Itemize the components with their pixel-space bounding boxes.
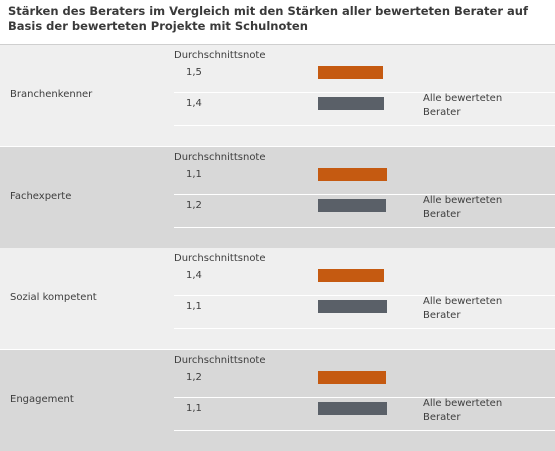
chart-title: Stärken des Beraters im Vergleich mit de… <box>8 4 528 33</box>
bar-consultant <box>318 371 386 384</box>
legend-text-line: Berater <box>423 310 461 321</box>
category-label: Engagement <box>10 394 74 405</box>
data-label: 1,1 <box>186 169 202 180</box>
data-label: 1,2 <box>186 200 202 211</box>
value-axis-label: Durchschnittsnote <box>174 152 266 163</box>
row-divider <box>174 194 555 195</box>
data-label: 1,1 <box>186 301 202 312</box>
row-divider <box>174 397 555 398</box>
legend-text-line: Alle bewerteten <box>423 296 503 307</box>
value-axis-label: Durchschnittsnote <box>174 50 266 61</box>
data-label: 1,4 <box>186 270 202 281</box>
category-section: Engagement Durchschnittsnote 1,2 1,1 Alle be… <box>0 350 555 451</box>
category-label: Fachexperte <box>10 191 72 202</box>
bar-all-consultants <box>318 300 387 313</box>
row-divider <box>174 430 555 431</box>
legend-text-line: Berater <box>423 209 461 220</box>
legend-entry: Alle bewerteten Berater <box>423 92 533 120</box>
bar-consultant <box>318 269 384 282</box>
row-divider <box>174 92 555 93</box>
data-label: 1,5 <box>186 67 202 78</box>
legend-entry: Alle bewerteten Berater <box>423 194 533 222</box>
bar-all-consultants <box>318 199 386 212</box>
legend-entry: Alle bewerteten Berater <box>423 295 533 323</box>
chart-header: Stärken des Beraters im Vergleich mit de… <box>0 0 555 45</box>
category-section: Branchenkenner Durchschnittsnote 1,5 1,4 All… <box>0 45 555 146</box>
category-label: Branchenkenner <box>10 89 93 100</box>
bar-consultant <box>318 168 387 181</box>
data-label: 1,4 <box>186 98 202 109</box>
bar-all-consultants <box>318 97 384 110</box>
data-label: 1,2 <box>186 372 202 383</box>
category-section: Sozial kompetent Durchschnittsnote 1,4 1,1 A… <box>0 248 555 349</box>
legend-text-line: Alle bewerteten <box>423 398 503 409</box>
header-divider <box>0 44 555 45</box>
value-axis-label: Durchschnittsnote <box>174 355 266 366</box>
category-label: Sozial kompetent <box>10 292 97 303</box>
value-axis-label: Durchschnittsnote <box>174 253 266 264</box>
legend-text-line: Alle bewerteten <box>423 195 503 206</box>
bar-all-consultants <box>318 402 387 415</box>
category-section: Fachexperte Durchschnittsnote 1,1 1,2 Alle b… <box>0 147 555 248</box>
row-divider <box>174 328 555 329</box>
legend-entry: Alle bewerteten Berater <box>423 397 533 425</box>
row-divider <box>174 295 555 296</box>
legend-text-line: Berater <box>423 412 461 423</box>
row-divider <box>174 125 555 126</box>
data-label: 1,1 <box>186 403 202 414</box>
legend-text-line: Berater <box>423 107 461 118</box>
bar-consultant <box>318 66 383 79</box>
legend-text-line: Alle bewerteten <box>423 93 503 104</box>
row-divider <box>174 227 555 228</box>
